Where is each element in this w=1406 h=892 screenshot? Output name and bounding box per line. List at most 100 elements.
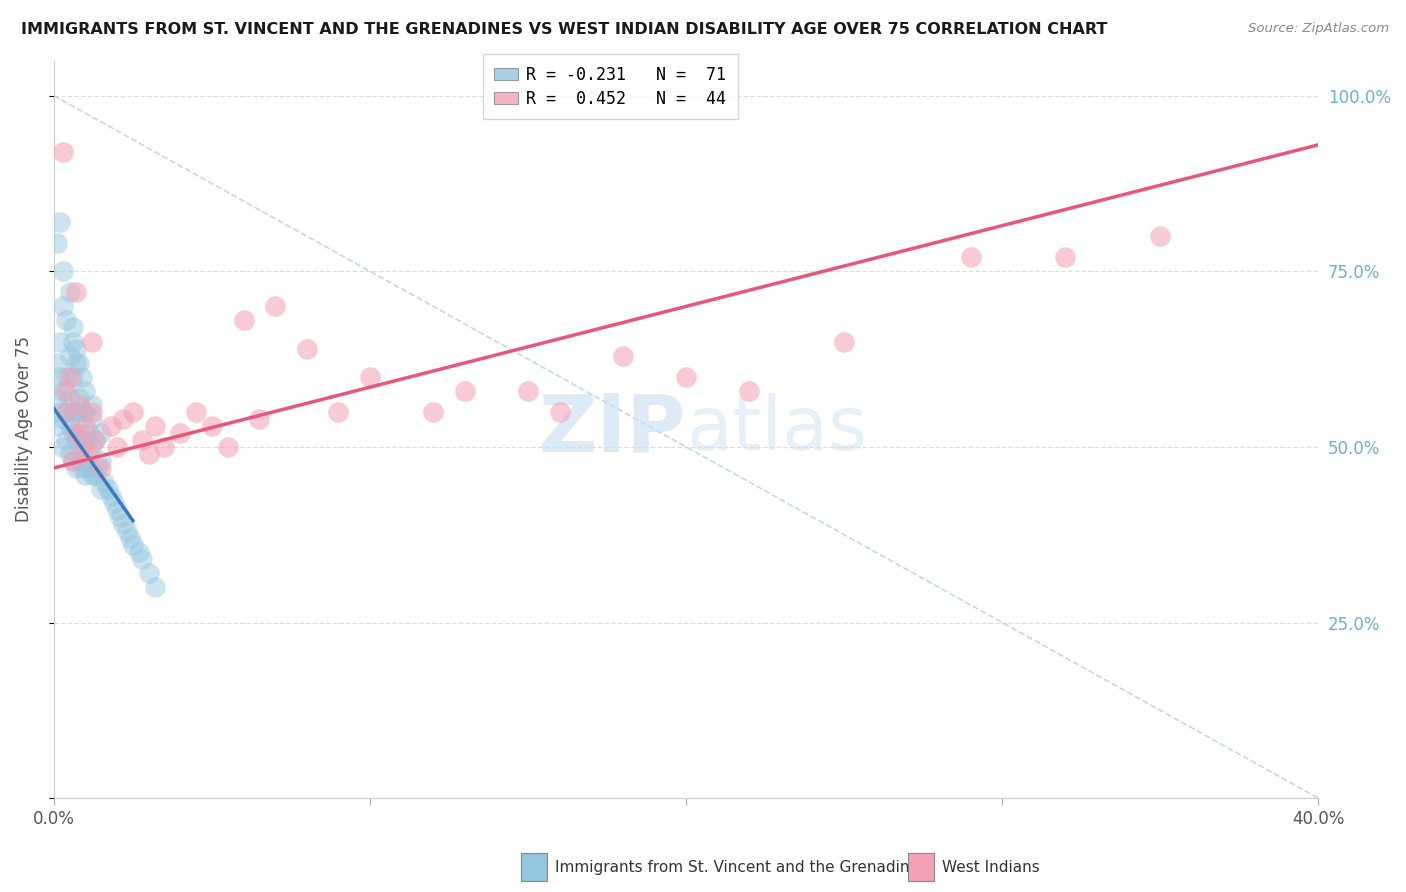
Point <box>100 418 122 433</box>
Point <box>59 369 82 384</box>
Point <box>77 425 100 440</box>
Point <box>328 405 350 419</box>
Point <box>72 369 94 384</box>
Point <box>72 461 94 475</box>
Point <box>138 447 160 461</box>
Point <box>97 482 120 496</box>
Point <box>217 440 239 454</box>
Point <box>75 468 97 483</box>
Point <box>59 391 82 405</box>
Point <box>295 342 318 356</box>
Point <box>72 440 94 454</box>
Point <box>675 369 697 384</box>
Point <box>65 461 87 475</box>
Point <box>67 425 90 440</box>
Point <box>49 369 72 384</box>
Point <box>52 440 75 454</box>
Point <box>131 433 153 447</box>
Point <box>55 433 77 447</box>
Point <box>62 454 84 468</box>
Point <box>65 356 87 370</box>
Point <box>72 405 94 419</box>
Point <box>59 285 82 300</box>
Point <box>52 412 75 426</box>
Point <box>67 454 90 468</box>
Point <box>62 320 84 334</box>
Point <box>131 552 153 566</box>
Point <box>1054 250 1077 264</box>
Point <box>55 369 77 384</box>
Point <box>90 425 112 440</box>
Point <box>67 356 90 370</box>
Point <box>62 334 84 349</box>
Point <box>52 300 75 314</box>
Point <box>138 566 160 581</box>
Point <box>517 384 540 398</box>
Point <box>121 538 143 552</box>
Point <box>84 433 107 447</box>
Point <box>80 412 103 426</box>
Point <box>65 342 87 356</box>
Point <box>548 405 571 419</box>
Point <box>112 412 135 426</box>
Point <box>67 391 90 405</box>
Point <box>121 405 143 419</box>
Point <box>55 313 77 327</box>
Point <box>169 425 191 440</box>
Point <box>80 440 103 454</box>
Point <box>90 482 112 496</box>
Point <box>46 236 69 251</box>
Point <box>359 369 381 384</box>
Point <box>65 405 87 419</box>
Point <box>93 475 115 489</box>
Point <box>55 405 77 419</box>
Point <box>80 405 103 419</box>
Point <box>80 398 103 412</box>
Point <box>46 356 69 370</box>
Point <box>77 461 100 475</box>
Text: atlas: atlas <box>686 392 868 466</box>
Point <box>49 215 72 229</box>
Point <box>49 405 72 419</box>
Point <box>52 145 75 159</box>
Point <box>49 334 72 349</box>
Point <box>153 440 176 454</box>
Text: IMMIGRANTS FROM ST. VINCENT AND THE GRENADINES VS WEST INDIAN DISABILITY AGE OVE: IMMIGRANTS FROM ST. VINCENT AND THE GREN… <box>21 22 1108 37</box>
Point <box>52 264 75 278</box>
Point <box>46 418 69 433</box>
Point <box>52 384 75 398</box>
Point <box>143 418 166 433</box>
Point <box>75 440 97 454</box>
Point <box>80 334 103 349</box>
Text: West Indians: West Indians <box>942 860 1040 874</box>
Point <box>84 433 107 447</box>
Point <box>128 545 150 559</box>
Point <box>105 440 128 454</box>
Point <box>62 405 84 419</box>
Point <box>201 418 224 433</box>
Point <box>75 405 97 419</box>
Point <box>738 384 761 398</box>
Point <box>232 313 254 327</box>
Point <box>75 384 97 398</box>
Text: Immigrants from St. Vincent and the Grenadines: Immigrants from St. Vincent and the Gren… <box>555 860 928 874</box>
Point <box>65 425 87 440</box>
Point <box>100 489 122 503</box>
Point <box>72 433 94 447</box>
Point <box>612 349 634 363</box>
Point <box>80 468 103 483</box>
Point <box>90 454 112 468</box>
Text: ZIP: ZIP <box>538 391 686 468</box>
Point <box>62 369 84 384</box>
Point <box>832 334 855 349</box>
Point <box>454 384 477 398</box>
Point <box>65 433 87 447</box>
Point <box>65 285 87 300</box>
Point <box>103 496 125 510</box>
Point <box>67 398 90 412</box>
Point <box>959 250 981 264</box>
Point <box>90 461 112 475</box>
Point <box>110 510 132 524</box>
Point <box>143 581 166 595</box>
Point <box>55 384 77 398</box>
